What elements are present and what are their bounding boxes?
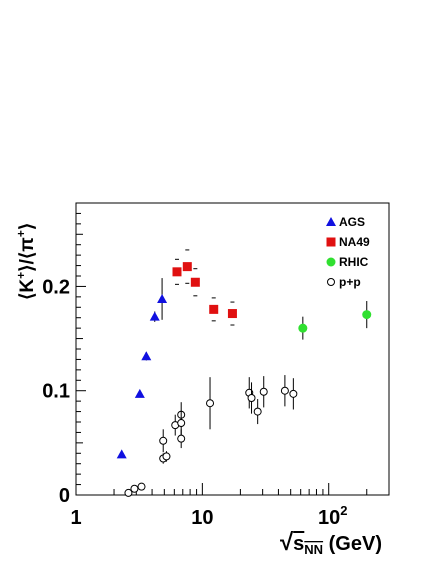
- y-axis-title-pi: π: [17, 237, 38, 252]
- y-axis-title-pi-sup: +: [14, 230, 28, 237]
- data-point: [157, 293, 168, 303]
- data-point: [116, 449, 127, 459]
- x-tick-label-sup: 2: [340, 503, 347, 518]
- y-axis-title-k: K: [17, 279, 38, 293]
- legend-item: RHIC: [326, 255, 369, 269]
- y-axis-title-k-sup: +: [14, 272, 28, 279]
- y-axis-title-open: ⟨: [17, 293, 38, 300]
- x-axis-title-sub: NN: [304, 542, 323, 557]
- data-point: [177, 434, 186, 443]
- series-rhic: [298, 301, 372, 340]
- x-axis-sqrt-sign: √: [280, 529, 294, 556]
- y-axis-title: ⟨K+⟩/⟨π+⟩: [14, 223, 38, 300]
- data-point: [247, 394, 256, 403]
- x-tick-label: 102: [318, 503, 347, 529]
- legend-label: NA49: [339, 235, 370, 249]
- data-point: [172, 267, 182, 277]
- y-axis-title-mid: ⟩/⟨: [17, 252, 38, 272]
- legend-label: AGS: [339, 215, 365, 229]
- series-p-p: [124, 375, 298, 497]
- legend-marker: [326, 237, 336, 247]
- legend-marker: [327, 278, 335, 286]
- y-axis-title-close: ⟩: [17, 223, 38, 230]
- data-point: [206, 399, 215, 408]
- data-point: [124, 488, 133, 497]
- data-point: [227, 309, 237, 319]
- y-tick-label: 0: [59, 485, 70, 507]
- data-point: [177, 419, 186, 428]
- axes-ticks: [75, 202, 390, 496]
- data-point: [162, 452, 171, 461]
- data-point: [149, 311, 160, 321]
- data-point: [130, 484, 139, 493]
- data-point: [362, 310, 372, 320]
- x-tick-labels: 1 10 102: [70, 503, 347, 529]
- series-na49: [172, 249, 237, 326]
- legend-marker: [326, 257, 336, 267]
- y-tick-label: 0.2: [42, 276, 70, 298]
- legend: AGS NA49 RHIC p+p: [326, 215, 370, 289]
- x-axis-title-unit: (GeV): [323, 533, 382, 555]
- legend-item: p+p: [327, 275, 361, 289]
- data-point: [134, 388, 145, 398]
- x-tick-label: 1: [70, 507, 81, 529]
- data-point: [137, 482, 146, 491]
- x-tick-label: 10: [191, 507, 213, 529]
- data-point: [259, 387, 268, 396]
- data-point: [209, 304, 219, 314]
- data-point: [280, 386, 289, 395]
- data-point: [159, 436, 168, 445]
- data-point: [190, 277, 200, 287]
- y-tick-label: 0.1: [42, 381, 70, 403]
- x-axis-title: √sNN (GeV): [280, 529, 382, 557]
- legend-label: p+p: [339, 275, 361, 289]
- legend-item: NA49: [326, 235, 370, 249]
- legend-marker: [326, 217, 336, 226]
- legend-label: RHIC: [339, 255, 369, 269]
- series-layer: [116, 249, 372, 497]
- data-point: [289, 389, 298, 398]
- y-tick-labels: 0 0.1 0.2: [42, 276, 70, 507]
- data-point: [141, 351, 152, 361]
- data-point: [182, 262, 192, 272]
- x-axis-title-base: s: [293, 533, 304, 555]
- data-point: [253, 407, 262, 416]
- series-ags: [116, 278, 168, 459]
- legend-item: AGS: [326, 215, 365, 229]
- data-point: [298, 323, 308, 333]
